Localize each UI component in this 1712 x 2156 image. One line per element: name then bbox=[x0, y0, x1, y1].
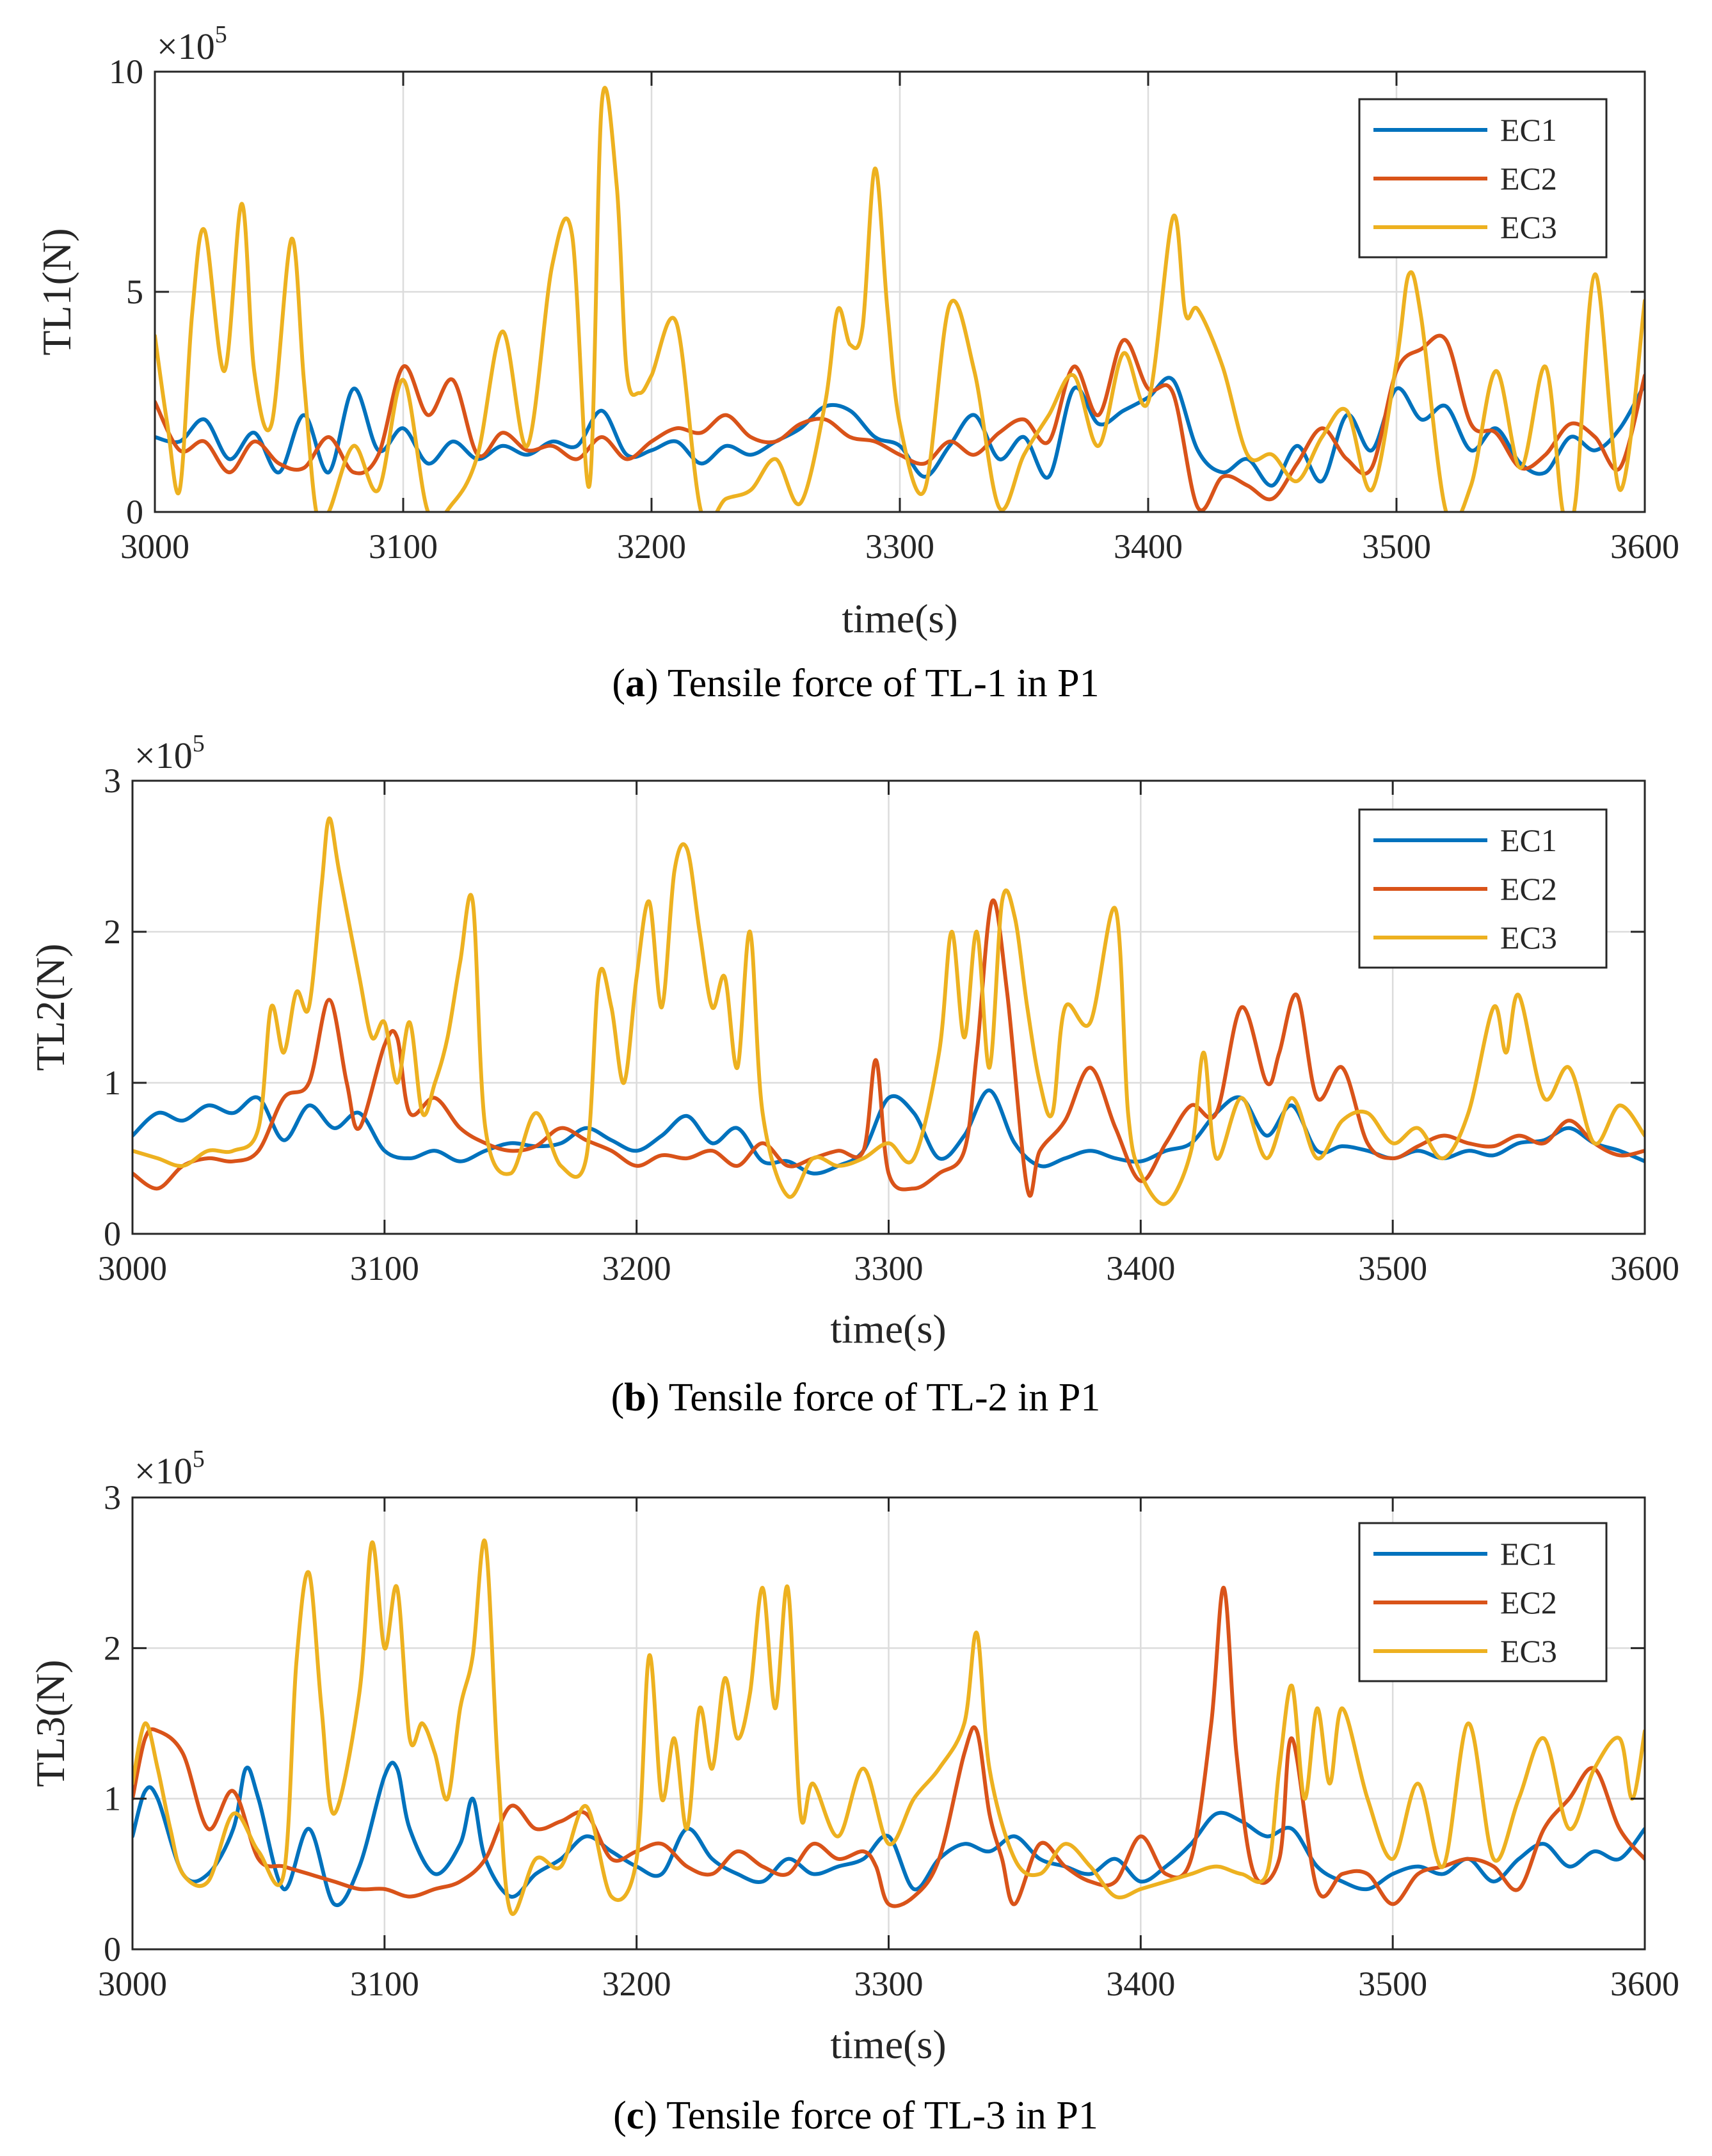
x-tick-label: 3600 bbox=[1610, 527, 1679, 566]
legend-label: EC3 bbox=[1500, 209, 1557, 245]
y-axis-label: TL2(N) bbox=[28, 943, 73, 1071]
x-axis-label: time(s) bbox=[830, 2022, 946, 2067]
y-tick-label: 0 bbox=[104, 1930, 121, 1968]
y-tick-label: 0 bbox=[104, 1215, 121, 1253]
y-axis-ticks: 0 1 2 3 bbox=[104, 762, 1645, 1253]
series-line-ec2 bbox=[155, 333, 1645, 512]
y-tick-label: 1 bbox=[104, 1780, 121, 1818]
y-tick-label: 5 bbox=[126, 273, 143, 311]
x-tick-label: 3400 bbox=[1106, 1965, 1175, 2003]
chart-panel-b: 3000 3100 3200 3300 3400 3500 3600 0 1 2 3 ×105 T… bbox=[28, 730, 1679, 1419]
legend-label: EC1 bbox=[1500, 112, 1557, 148]
legend: EC1 EC2 EC3 bbox=[1358, 808, 1608, 969]
legend-label: EC1 bbox=[1500, 822, 1557, 858]
x-axis-label: time(s) bbox=[830, 1306, 946, 1352]
y-axis-ticks: 0 5 10 bbox=[109, 52, 1645, 531]
legend-label: EC2 bbox=[1500, 1585, 1557, 1620]
y-tick-label: 2 bbox=[104, 913, 121, 951]
legend: EC1 EC2 EC3 bbox=[1358, 98, 1608, 259]
legend-label: EC1 bbox=[1500, 1536, 1557, 1572]
x-tick-label: 3400 bbox=[1106, 1249, 1175, 1288]
x-tick-label: 3400 bbox=[1114, 527, 1183, 566]
legend-label: EC3 bbox=[1500, 920, 1557, 955]
y-axis-ticks: 0 1 2 3 bbox=[104, 1478, 1645, 1968]
y-tick-label: 0 bbox=[126, 493, 143, 531]
x-tick-label: 3200 bbox=[602, 1965, 671, 2003]
chart-panel-c: 3000 3100 3200 3300 3400 3500 3600 0 1 2 3 ×105 T… bbox=[28, 1446, 1679, 2137]
legend-label: EC2 bbox=[1500, 871, 1557, 907]
series-layer bbox=[132, 1538, 1645, 1916]
y-exponent-label: ×105 bbox=[157, 21, 227, 67]
x-tick-label: 3300 bbox=[854, 1249, 924, 1288]
x-tick-label: 3200 bbox=[602, 1249, 671, 1288]
x-axis-label: time(s) bbox=[842, 596, 957, 641]
x-tick-label: 3500 bbox=[1358, 1249, 1427, 1288]
x-axis-ticks: 3000 3100 3200 3300 3400 3500 3600 bbox=[120, 72, 1679, 566]
x-tick-label: 3600 bbox=[1610, 1965, 1679, 2003]
y-axis-label: TL3(N) bbox=[28, 1659, 73, 1787]
caption: (b) Tensile force of TL-2 in P1 bbox=[611, 1376, 1101, 1419]
caption: (c) Tensile force of TL-3 in P1 bbox=[613, 2094, 1098, 2137]
series-line-ec2 bbox=[132, 1586, 1645, 1908]
x-tick-label: 3300 bbox=[865, 527, 934, 566]
x-tick-label: 3500 bbox=[1362, 527, 1431, 566]
y-tick-label: 2 bbox=[104, 1629, 121, 1667]
x-axis-ticks: 3000 3100 3200 3300 3400 3500 3600 bbox=[98, 781, 1679, 1288]
y-tick-label: 3 bbox=[104, 762, 121, 800]
y-tick-label: 3 bbox=[104, 1478, 121, 1517]
x-axis-ticks: 3000 3100 3200 3300 3400 3500 3600 bbox=[98, 1497, 1679, 2003]
series-line-ec3 bbox=[155, 86, 1645, 512]
x-tick-label: 3300 bbox=[854, 1965, 924, 2003]
x-tick-label: 3000 bbox=[98, 1965, 167, 2003]
chart-panel-a: 3000 3100 3200 3300 3400 3500 3600 0 5 10 ×105 T… bbox=[34, 21, 1679, 705]
x-tick-label: 3100 bbox=[350, 1965, 419, 2003]
series-layer bbox=[155, 86, 1645, 512]
y-axis-label: TL1(N) bbox=[34, 228, 79, 355]
series-line-ec2 bbox=[132, 898, 1645, 1198]
y-exponent-label: ×105 bbox=[134, 730, 205, 776]
caption: (a) Tensile force of TL-1 in P1 bbox=[612, 662, 1099, 705]
y-tick-label: 10 bbox=[109, 52, 143, 91]
legend: EC1 EC2 EC3 bbox=[1358, 1522, 1608, 1682]
series-line-ec3 bbox=[132, 816, 1645, 1206]
legend-label: EC3 bbox=[1500, 1633, 1557, 1669]
y-exponent-label: ×105 bbox=[134, 1446, 205, 1492]
y-tick-label: 1 bbox=[104, 1064, 121, 1102]
x-tick-label: 3000 bbox=[98, 1249, 167, 1288]
x-tick-label: 3000 bbox=[120, 527, 189, 566]
x-tick-label: 3200 bbox=[617, 527, 686, 566]
series-line-ec3 bbox=[132, 1538, 1645, 1916]
legend-label: EC2 bbox=[1500, 161, 1557, 196]
x-tick-label: 3500 bbox=[1358, 1965, 1427, 2003]
x-tick-label: 3600 bbox=[1610, 1249, 1679, 1288]
x-tick-label: 3100 bbox=[350, 1249, 419, 1288]
x-tick-label: 3100 bbox=[369, 527, 438, 566]
series-layer bbox=[132, 816, 1645, 1206]
series-line-ec1 bbox=[132, 1761, 1645, 1907]
